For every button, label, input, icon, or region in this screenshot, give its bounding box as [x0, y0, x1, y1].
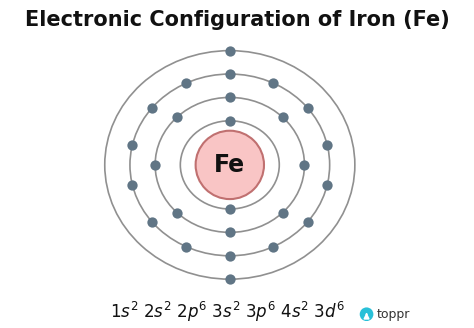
Text: Electronic Configuration of Iron (Fe): Electronic Configuration of Iron (Fe) — [25, 10, 449, 30]
Point — [173, 114, 181, 120]
Point — [269, 80, 277, 86]
Point — [151, 162, 159, 168]
Point — [226, 277, 234, 282]
Circle shape — [196, 131, 264, 199]
Text: toppr: toppr — [376, 308, 410, 321]
Point — [226, 48, 234, 53]
Point — [182, 244, 190, 249]
Point — [269, 244, 277, 249]
Point — [182, 80, 190, 86]
Point — [323, 142, 331, 147]
Point — [304, 219, 312, 224]
Point — [301, 162, 308, 168]
Point — [128, 142, 136, 147]
Point — [226, 206, 234, 212]
Circle shape — [360, 307, 374, 321]
Text: Fe: Fe — [214, 153, 246, 177]
Point — [148, 219, 155, 224]
Point — [148, 106, 155, 111]
Point — [279, 114, 286, 120]
Point — [128, 182, 136, 188]
Point — [323, 182, 331, 188]
Point — [173, 210, 181, 215]
Point — [279, 210, 286, 215]
Point — [226, 118, 234, 123]
Point — [226, 253, 234, 258]
Point — [304, 106, 312, 111]
Point — [226, 230, 234, 235]
Point — [226, 72, 234, 77]
Text: $1s^2\ 2s^2\ 2p^6\ 3s^2\ 3p^6\ 4s^2\ 3d^6$: $1s^2\ 2s^2\ 2p^6\ 3s^2\ 3p^6\ 4s^2\ 3d^… — [110, 300, 346, 324]
Point — [226, 95, 234, 100]
